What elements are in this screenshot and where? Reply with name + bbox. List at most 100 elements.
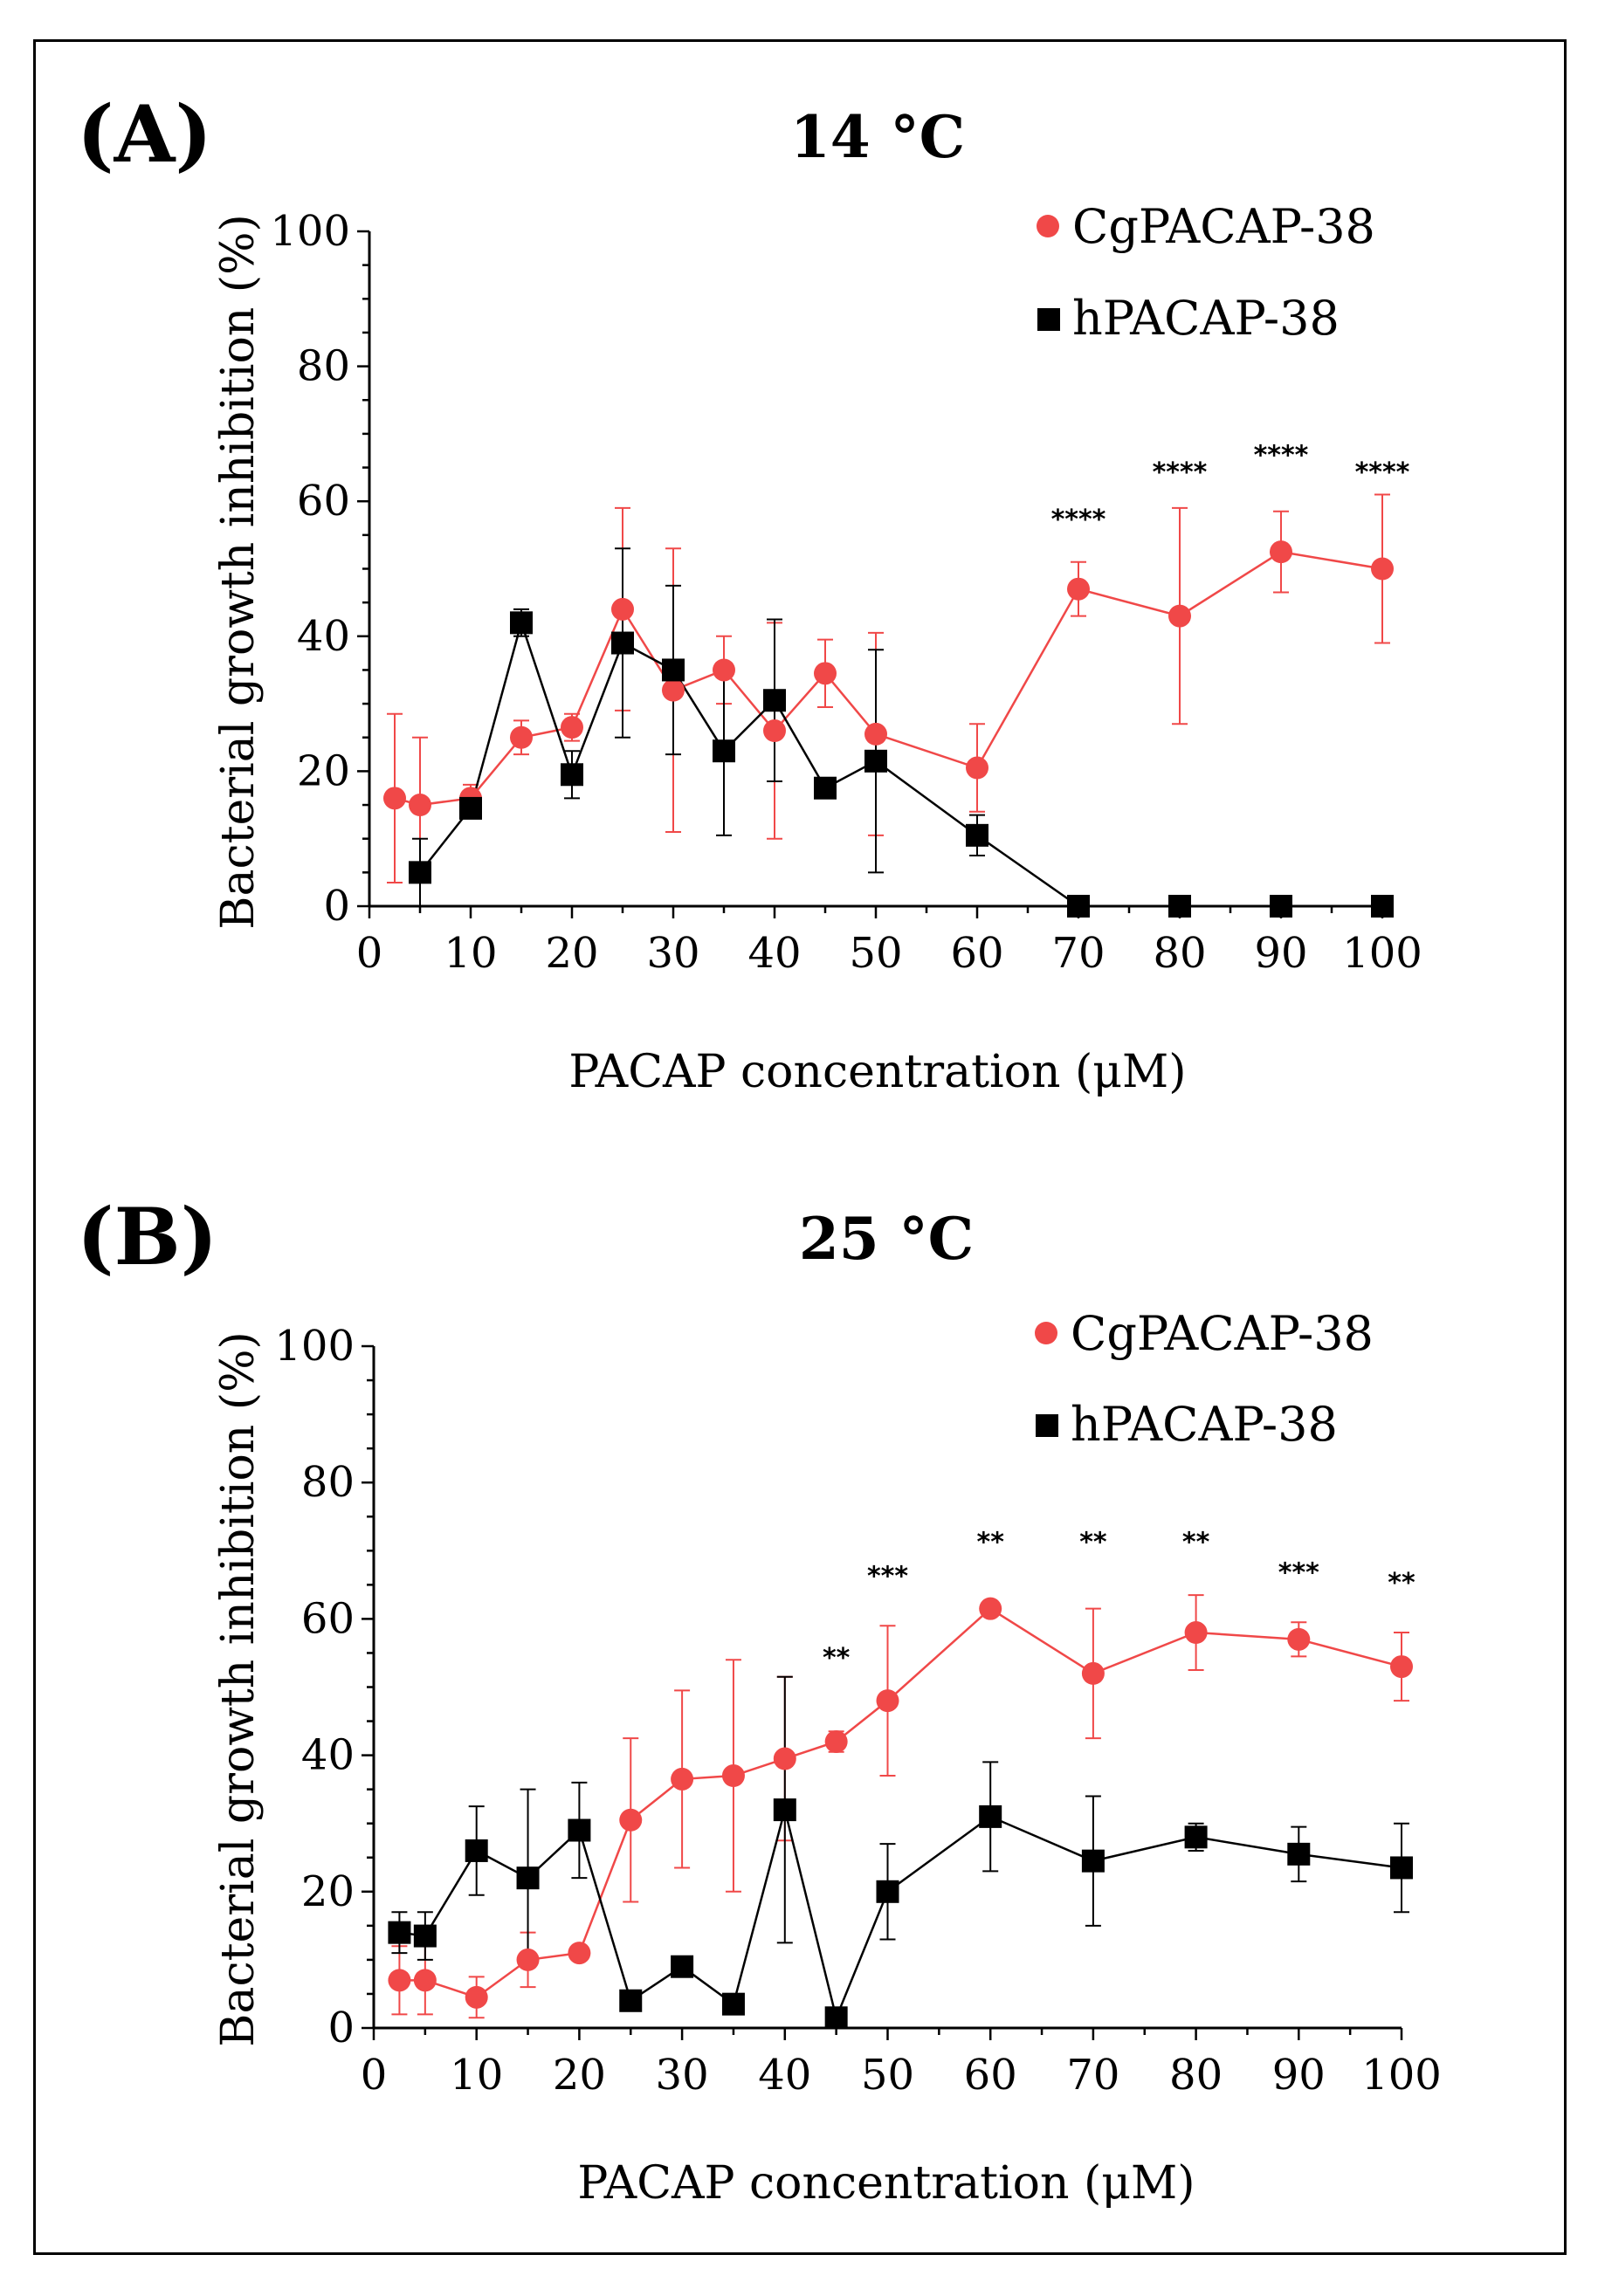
panel-a-x-tick-label: 50 (849, 929, 902, 978)
panel-b-y-tick-label: 80 (301, 1458, 355, 1507)
panel-b-title: 25 °C (799, 1205, 974, 1273)
panel-a-error-bars (387, 493, 1390, 906)
panel-b-x-tick-label: 20 (553, 2051, 606, 2100)
panel-b-cgpacap-point (1184, 1621, 1208, 1645)
panel-b-x-tick-label: 70 (1066, 2051, 1119, 2100)
panel-a-y-tick-label: 100 (270, 207, 350, 256)
panel-b-y-tick-label: 20 (301, 1867, 355, 1916)
panel-a-y-tick-label: 0 (323, 882, 350, 931)
panel-b-x-tick-label: 0 (361, 2051, 388, 2100)
panel-a-hpacap-point (966, 823, 988, 847)
panel-b-hpacap-point (568, 1818, 591, 1842)
panel-a-hpacap-point (713, 739, 735, 763)
panel-b-error-bars (391, 1594, 1409, 2019)
panel-a-cgpacap-point (611, 597, 634, 621)
panel-a-legend-hpacap: hPACAP-38 (1072, 291, 1340, 346)
panel-b-hpacap-point (619, 1989, 643, 2012)
panel-b-significance-label: *** (867, 1561, 908, 1591)
panel-b-legend-hpacap: hPACAP-38 (1071, 1397, 1338, 1452)
panel-b-annotations: ******* ** ***** ** (823, 1527, 1415, 1674)
panel-a-x-tick-label: 90 (1254, 929, 1307, 978)
panel-b-cgpacap-point (824, 1729, 848, 1753)
panel-a-hpacap-point (662, 658, 685, 682)
panel-a-hpacap-point (459, 796, 482, 820)
panel-b-y-tick-label: 100 (274, 1322, 355, 1371)
panel-b-x-tick-label: 60 (964, 2051, 1017, 2100)
panel-a-cgpacap-point (510, 725, 533, 749)
panel-a-x-tick-label: 100 (1342, 929, 1422, 978)
panel-a-cgpacap-point (561, 716, 583, 739)
panel-b-legend-square-marker (1036, 1414, 1058, 1437)
panel-b-significance-label: ** (1388, 1568, 1415, 1598)
panel-a-cgpacap-point (864, 722, 887, 746)
panel-b: (B) 25 °C PACAP concentration (μM) Bacte… (77, 1191, 1442, 2210)
panel-b-hpacap-series-line (399, 1809, 1402, 2022)
panel-a-x-tick-label: 80 (1153, 929, 1206, 978)
panel-a-legend-cgpacap: CgPACAP-38 (1072, 199, 1375, 254)
panel-b-x-tick-label: 100 (1361, 2051, 1442, 2100)
panel-b-hpacap-point (824, 2006, 848, 2030)
panel-a-x-tick-label: 70 (1051, 929, 1105, 978)
panel-a-cgpacap-point (713, 658, 735, 682)
panel-a-x-tick-label: 10 (444, 929, 497, 978)
panel-b-hpacap-point (979, 1804, 1002, 1828)
panel-a: (A) 14 °C PACAP concentration (μM) Bacte… (77, 88, 1422, 1098)
panel-a-significance-label: **** (1051, 505, 1106, 535)
panel-a-cgpacap-point (1371, 557, 1394, 581)
panel-b-x-tick-label: 90 (1272, 2051, 1326, 2100)
panel-b-markers (388, 1597, 1413, 2030)
panel-a-legend-circle-marker (1037, 215, 1059, 237)
panel-b-cgpacap-point (979, 1597, 1002, 1620)
panel-a-hpacap-point (1168, 895, 1191, 918)
panel-a-hpacap-point (1067, 895, 1090, 918)
panel-b-hpacap-point (1184, 1825, 1208, 1849)
panel-a-y-tick-label: 20 (297, 746, 350, 795)
panel-a-markers (383, 540, 1394, 918)
panel-a-significance-label: **** (1254, 441, 1309, 471)
panel-b-axes: 0 10 20 30 40 50 60 70 80 90 100 0 20 40 60 80 100 (274, 1322, 1441, 2100)
panel-a-y-tick-label: 60 (297, 477, 350, 526)
panel-b-series-lines (399, 1607, 1402, 2022)
panel-b-cgpacap-point (671, 1767, 694, 1791)
panel-a-annotations: **** **** **** **** (1051, 441, 1410, 535)
panel-b-cgpacap-point (1390, 1655, 1413, 1679)
panel-b-hpacap-point (1390, 1856, 1413, 1880)
panel-b-cgpacap-point (413, 1969, 437, 1992)
panel-a-hpacap-point (611, 631, 634, 655)
panel-b-cgpacap-point (465, 1985, 488, 2009)
panel-b-cgpacap-point (876, 1689, 899, 1713)
panel-b-cgpacap-point (773, 1747, 796, 1770)
panel-b-hpacap-point (516, 1866, 540, 1890)
panel-a-x-tick-label: 20 (545, 929, 598, 978)
panel-b-cgpacap-point (1287, 1627, 1311, 1651)
panel-b-significance-label: ** (1079, 1527, 1107, 1557)
panel-b-x-tick-label: 10 (450, 2051, 503, 2100)
panel-a-hpacap-point (1371, 895, 1394, 918)
panel-a-x-tick-label: 40 (747, 929, 801, 978)
panel-a-cgpacap-point (1270, 540, 1292, 564)
panel-a-cgpacap-series-line (394, 550, 1383, 807)
panel-a-y-tick-label: 40 (297, 612, 350, 661)
panel-a-cgpacap-point (383, 787, 406, 810)
panel-a-hpacap-point (814, 776, 837, 800)
panel-b-hpacap-point (465, 1839, 488, 1862)
panel-a-hpacap-point (561, 763, 583, 787)
panel-b-significance-label: ** (1182, 1527, 1210, 1557)
panel-b-hpacap-point (721, 1992, 745, 2016)
panel-b-hpacap-point (876, 1880, 899, 1903)
panel-a-hpacap-point (763, 689, 786, 712)
panel-b-legend-circle-marker (1035, 1322, 1057, 1344)
panel-b-cgpacap-point (516, 1948, 540, 1971)
panel-a-hpacap-point (864, 749, 887, 773)
panel-b-y-axis-title: Bacterial growth inhibition (%) (212, 1331, 265, 2047)
panel-b-cgpacap-point (721, 1764, 745, 1788)
panel-a-title: 14 °C (790, 103, 965, 171)
panel-b-cgpacap-point (619, 1808, 643, 1832)
panel-a-cgpacap-point (1168, 604, 1191, 628)
panel-b-x-tick-label: 80 (1169, 2051, 1223, 2100)
panel-a-hpacap-point (1270, 895, 1292, 918)
panel-b-label: (B) (77, 1191, 217, 1283)
panel-b-hpacap-point (671, 1955, 694, 1978)
panel-a-cgpacap-point (763, 719, 786, 743)
